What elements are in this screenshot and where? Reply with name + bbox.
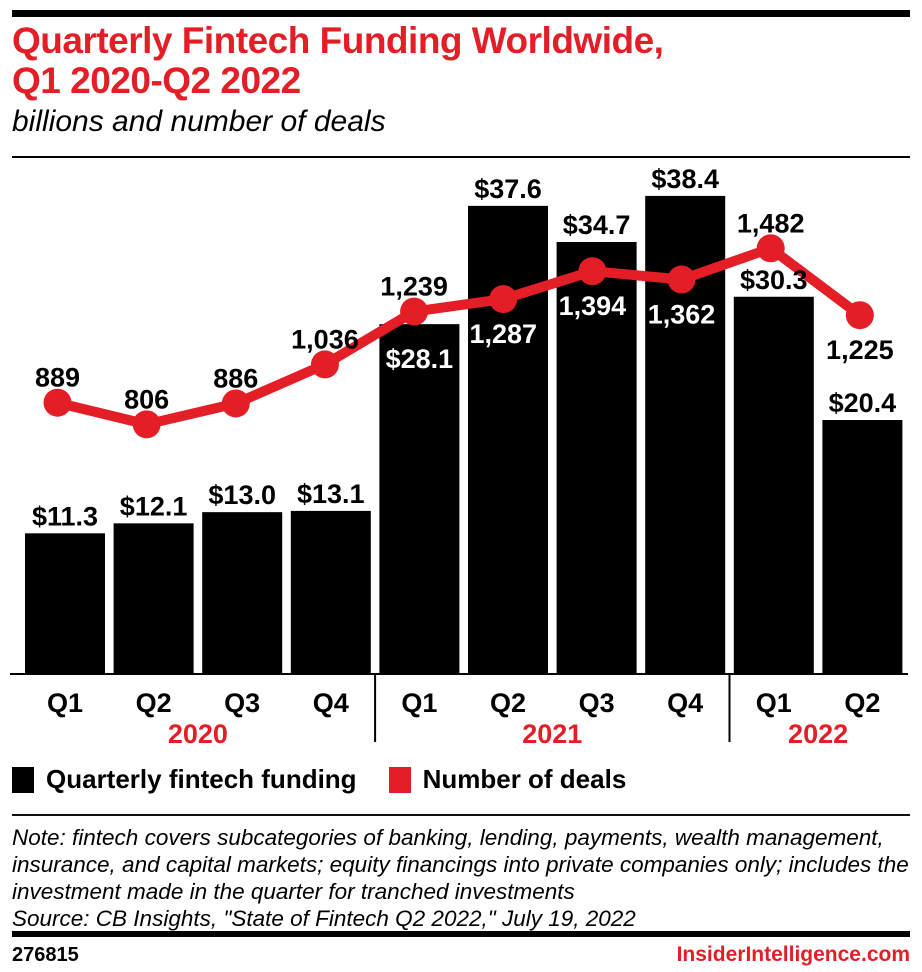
quarter-label: Q2 (136, 688, 172, 718)
funding-bar (822, 420, 903, 674)
deals-legend-label: Number of deals (422, 764, 627, 794)
header-rule (12, 156, 910, 158)
funding-bar (25, 533, 105, 674)
quarter-label: Q1 (401, 688, 437, 718)
deals-point (667, 265, 696, 294)
funding-bar (379, 324, 460, 674)
bar-value-label: $28.1 (386, 344, 454, 374)
legend-item-deals: Number of deals (388, 764, 627, 795)
chart-legend: Quarterly fintech funding Number of deal… (12, 764, 910, 795)
bar-value-label: $13.0 (208, 480, 276, 510)
funding-bar (290, 510, 371, 674)
top-rule (12, 10, 910, 17)
chart-notes: Note: fintech covers subcategories of ba… (12, 824, 910, 932)
quarter-label: Q4 (667, 688, 703, 718)
bar-value-label: $37.6 (474, 174, 542, 204)
quarter-label: Q1 (47, 688, 83, 718)
deals-point (400, 297, 429, 326)
chart-title-line1: Quarterly Fintech Funding Worldwide, (12, 20, 664, 61)
deals-value-label: 889 (35, 363, 80, 393)
chart-title-line2: Q1 2020-Q2 2022 (12, 60, 301, 101)
deals-value-label: 1,287 (469, 319, 537, 349)
funding-bar (733, 296, 814, 674)
bar-value-label: $12.1 (120, 491, 188, 521)
chart-id: 276815 (12, 944, 79, 966)
bar-value-label: $11.3 (32, 501, 98, 531)
deals-value-label: 1,239 (380, 272, 448, 302)
bar-value-label: $13.1 (297, 479, 365, 509)
year-label: 2020 (168, 719, 228, 749)
chart-title: Quarterly Fintech Funding Worldwide, Q1 … (12, 21, 910, 101)
deals-value-label: 1,225 (826, 335, 894, 365)
quarter-label: Q2 (490, 688, 526, 718)
deals-point (756, 234, 785, 263)
quarter-label: Q1 (756, 688, 792, 718)
deals-value-label: 886 (213, 363, 258, 393)
quarter-label: Q3 (224, 688, 260, 718)
funding-bar (556, 241, 637, 675)
legend-rule (12, 814, 910, 816)
funding-bar (202, 512, 283, 674)
brand-site-link[interactable]: InsiderIntelligence.com (676, 943, 910, 966)
footer-bar (12, 931, 910, 937)
bar-value-label: $34.7 (563, 210, 631, 240)
deals-point (43, 388, 72, 417)
deals-point (845, 301, 874, 330)
funding-bar (468, 205, 548, 674)
deals-swatch (388, 766, 411, 793)
chart-subtitle: billions and number of deals (12, 105, 386, 138)
bar-value-label: $30.3 (740, 265, 808, 295)
deals-value-label: 806 (124, 384, 169, 414)
quarter-label: Q2 (844, 688, 880, 718)
year-label: 2022 (788, 719, 848, 749)
bar-value-label: $20.4 (829, 388, 897, 418)
deals-value-label: 1,482 (737, 208, 805, 238)
year-label: 2021 (522, 719, 582, 749)
deals-value-label: 1,036 (291, 324, 359, 354)
funding-bar (113, 523, 194, 674)
deals-point (310, 350, 339, 379)
funding-swatch (12, 766, 34, 793)
funding-legend-label: Quarterly fintech funding (46, 764, 357, 794)
deals-point (489, 285, 518, 314)
deals-value-label: 1,394 (559, 291, 627, 321)
deals-line (56, 243, 863, 430)
note-text: Note: fintech covers subcategories of ba… (12, 825, 909, 904)
deals-point (578, 257, 607, 286)
legend-item-funding: Quarterly fintech funding (12, 764, 357, 795)
quarter-label: Q4 (313, 688, 349, 718)
deals-point (221, 389, 250, 418)
deals-point (132, 410, 161, 439)
quarter-label: Q3 (579, 688, 615, 718)
bar-value-label: $38.4 (651, 164, 719, 194)
combo-chart: $11.3 $12.1 $13.0 $13.1 $28.1 $37.6 $34.7 $38.4… (10, 164, 908, 749)
deals-value-label: 1,362 (648, 300, 716, 330)
source-text: Source: CB Insights, "State of Fintech Q… (12, 906, 636, 931)
